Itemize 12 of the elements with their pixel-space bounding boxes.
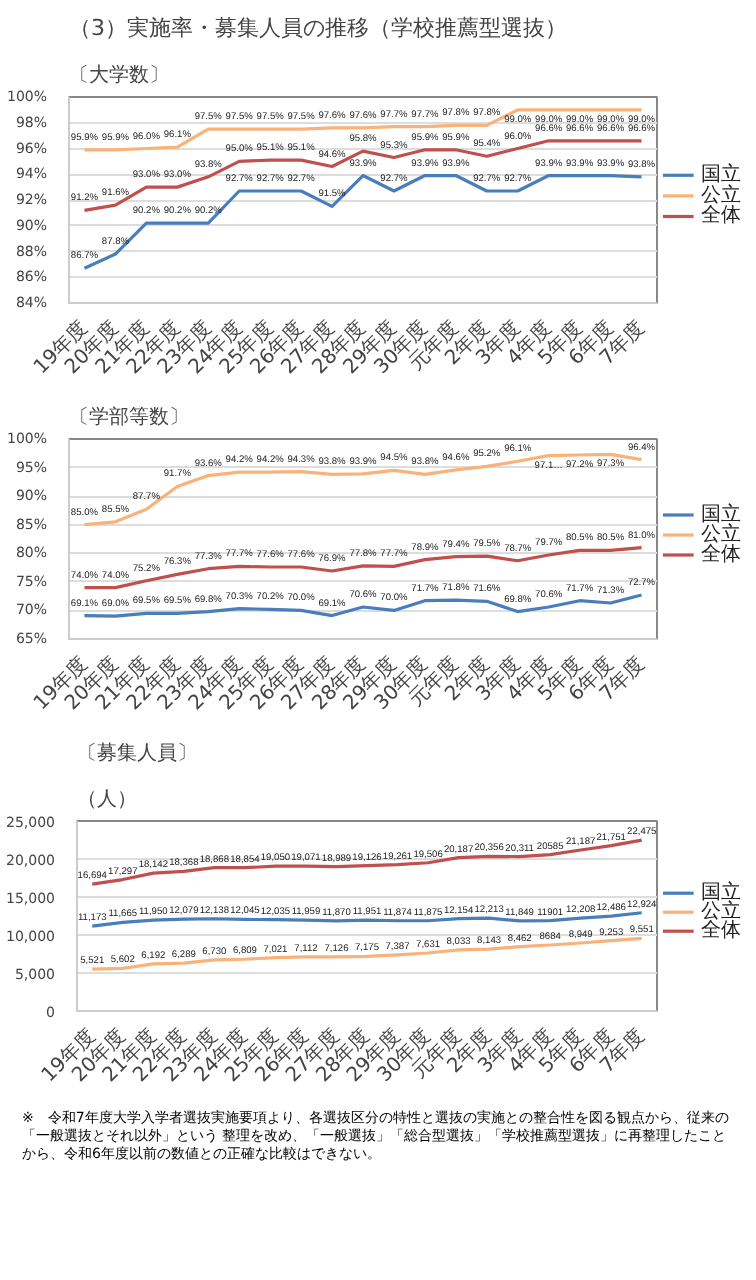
legend-label: 公立 xyxy=(701,522,742,546)
chart-subtitle: 〔大学数〕 xyxy=(69,63,169,87)
chart-title: （3）実施率・募集人員の推移（学校推薦型選抜） xyxy=(69,15,567,41)
legend-label: 全体 xyxy=(701,542,742,566)
legend-label: 全体 xyxy=(701,918,742,943)
legend-label: 国立 xyxy=(701,162,742,187)
legend-label: 公立 xyxy=(701,182,742,207)
chart-title: 〔学部等数〕 xyxy=(69,405,189,429)
legend-label: 全体 xyxy=(701,203,742,228)
legend-label: 国立 xyxy=(701,502,742,526)
y-axis-title: （人） xyxy=(77,789,137,811)
chart-title: 〔募集人員〕 xyxy=(77,741,197,765)
